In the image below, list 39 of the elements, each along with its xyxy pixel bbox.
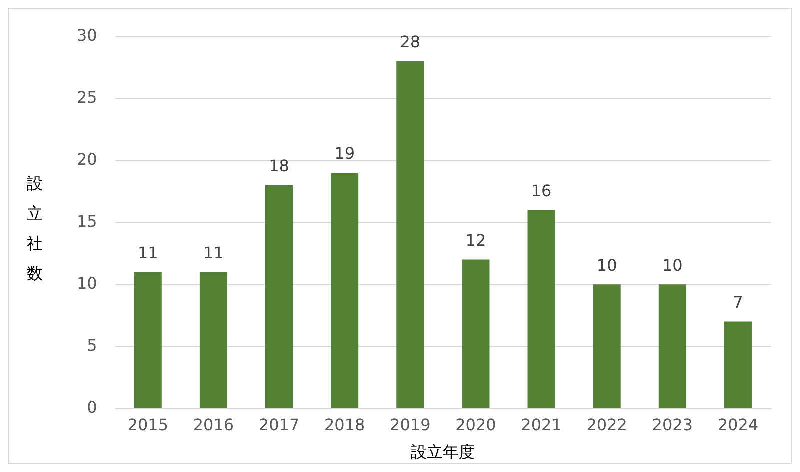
x-tick-label: 2020: [456, 415, 496, 434]
data-label: 11: [138, 243, 158, 262]
x-tick-label: 2024: [718, 415, 759, 434]
bar: [396, 61, 424, 408]
y-tick-label: 30: [77, 26, 98, 45]
x-tick-label: 2017: [258, 415, 300, 434]
x-tick-label: 2018: [324, 415, 366, 434]
data-label: 7: [733, 292, 744, 312]
x-tick-label: 2022: [586, 415, 628, 434]
bar: [528, 210, 556, 408]
x-tick-label: 2023: [652, 415, 694, 434]
x-tick-label: 2016: [193, 415, 234, 434]
bar: [658, 284, 686, 408]
y-tick-label: 0: [87, 398, 98, 417]
data-label: 28: [400, 32, 421, 52]
bar: [331, 173, 359, 408]
y-axis-title: 設立社数: [26, 173, 44, 285]
y-tick-label: 10: [77, 274, 98, 293]
y-tick-label: 20: [77, 150, 98, 169]
x-tick-label: 2015: [128, 415, 168, 434]
y-tick-label: 25: [77, 88, 98, 107]
x-tick-label: 2019: [390, 415, 431, 434]
bar: [724, 322, 752, 408]
x-tick-label: 2021: [521, 415, 562, 434]
data-label: 19: [334, 144, 356, 164]
data-label: 12: [466, 230, 486, 250]
bar: [134, 272, 162, 408]
data-label: 10: [596, 256, 618, 275]
bar: [462, 260, 490, 408]
data-label: 18: [269, 156, 290, 176]
bar: [593, 284, 621, 408]
y-tick-label: 5: [87, 336, 98, 355]
data-label: 10: [662, 256, 683, 275]
x-axis-title: 設立年度: [411, 442, 476, 462]
bar: [200, 272, 228, 408]
bar: [266, 185, 294, 408]
data-label: 11: [204, 243, 224, 262]
data-label: 16: [531, 181, 552, 200]
y-tick-label: 15: [77, 212, 98, 231]
